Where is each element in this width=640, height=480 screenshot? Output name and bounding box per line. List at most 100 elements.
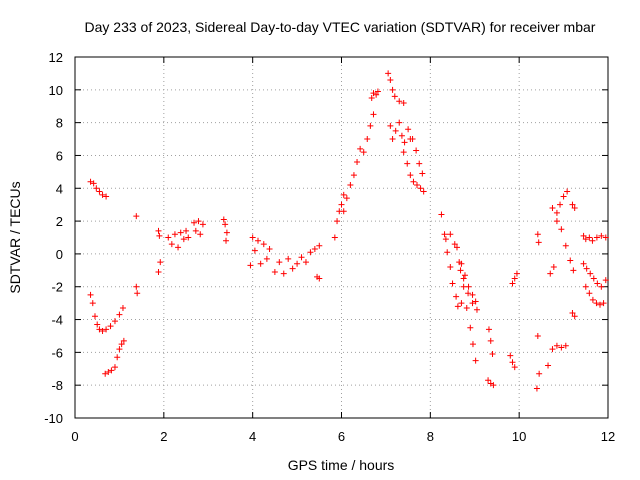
data-point [249, 234, 256, 241]
data-point [96, 188, 103, 195]
x-tick-label: 8 [427, 429, 434, 444]
data-point [469, 341, 476, 348]
y-axis-label: SDTVAR / TECUs [7, 181, 23, 293]
data-point [545, 362, 552, 369]
data-point [442, 236, 449, 243]
y-tick-label: 2 [56, 214, 63, 229]
data-point [590, 275, 597, 282]
data-point [114, 354, 121, 361]
data-point [107, 323, 114, 330]
data-point [87, 291, 94, 298]
data-point [405, 126, 412, 133]
data-point [401, 139, 408, 146]
axis-ticks: 0 2 4 6 8 10 12 -10 -8 -6 -4 -2 0 2 4 6 8 10 12 [44, 50, 615, 444]
data-point [419, 170, 426, 177]
data-point [302, 259, 309, 266]
data-point [247, 262, 254, 269]
data-point [185, 234, 192, 241]
data-point [91, 313, 98, 320]
data-point [108, 367, 115, 374]
data-point [87, 178, 94, 185]
data-point [593, 234, 600, 241]
data-point [571, 204, 578, 211]
data-point [338, 201, 345, 208]
data-point [472, 298, 479, 305]
data-point [374, 88, 381, 95]
data-point [582, 283, 589, 290]
data-point [602, 277, 609, 284]
data-point [155, 227, 162, 234]
y-tick-label: -2 [51, 280, 63, 295]
data-point [357, 145, 364, 152]
data-point [102, 370, 109, 377]
data-point [223, 237, 230, 244]
data-point [223, 229, 230, 236]
data-point [587, 270, 594, 277]
data-point [398, 132, 405, 139]
data-point [94, 321, 101, 328]
data-point [451, 241, 458, 248]
data-point [444, 249, 451, 256]
data-point [156, 232, 163, 239]
data-point [489, 351, 496, 358]
data-point [454, 303, 461, 310]
data-point [589, 237, 596, 244]
data-point [298, 254, 305, 261]
data-point [485, 326, 492, 333]
data-point [580, 232, 587, 239]
data-point [586, 290, 593, 297]
y-tick-label: -10 [44, 411, 63, 426]
data-point [569, 309, 576, 316]
data-point [562, 242, 569, 249]
data-point [410, 178, 417, 185]
data-point [490, 382, 497, 389]
data-point [280, 270, 287, 277]
data-point [103, 326, 110, 333]
data-point [564, 188, 571, 195]
data-point [416, 160, 423, 167]
data-point [558, 226, 565, 233]
data-point [340, 191, 347, 198]
data-point [116, 346, 123, 353]
y-tick-label: 0 [56, 247, 63, 262]
x-axis-label: GPS time / hours [288, 457, 395, 473]
x-tick-label: 4 [249, 429, 256, 444]
data-point [222, 221, 229, 228]
data-point [192, 227, 199, 234]
data-point [276, 259, 283, 266]
data-point [598, 283, 605, 290]
data-point [103, 193, 110, 200]
y-tick-label: 10 [49, 83, 63, 98]
data-point [569, 201, 576, 208]
y-tick-label: -4 [51, 313, 63, 328]
data-point [570, 267, 577, 274]
data-point [307, 249, 314, 256]
data-point [263, 255, 270, 262]
data-point [589, 296, 596, 303]
data-point [93, 185, 100, 192]
data-point [340, 208, 347, 215]
data-point [465, 290, 472, 297]
data-point [385, 70, 392, 77]
data-point [316, 242, 323, 249]
data-point [367, 122, 374, 129]
grid-lines [75, 57, 608, 418]
data-point [119, 305, 126, 312]
data-point [96, 326, 103, 333]
data-point [400, 99, 407, 106]
data-point [453, 244, 460, 251]
x-tick-label: 2 [160, 429, 167, 444]
data-point [175, 244, 182, 251]
data-point [111, 318, 118, 325]
data-point [414, 181, 421, 188]
data-point [155, 268, 162, 275]
data-point [396, 98, 403, 105]
data-point [472, 357, 479, 364]
data-point [473, 306, 480, 313]
chart-title: Day 233 of 2023, Sidereal Day-to-day VTE… [85, 19, 596, 35]
data-point [347, 181, 354, 188]
data-point [373, 91, 380, 98]
data-point [600, 300, 607, 307]
data-point [133, 283, 140, 290]
data-point [558, 344, 565, 351]
